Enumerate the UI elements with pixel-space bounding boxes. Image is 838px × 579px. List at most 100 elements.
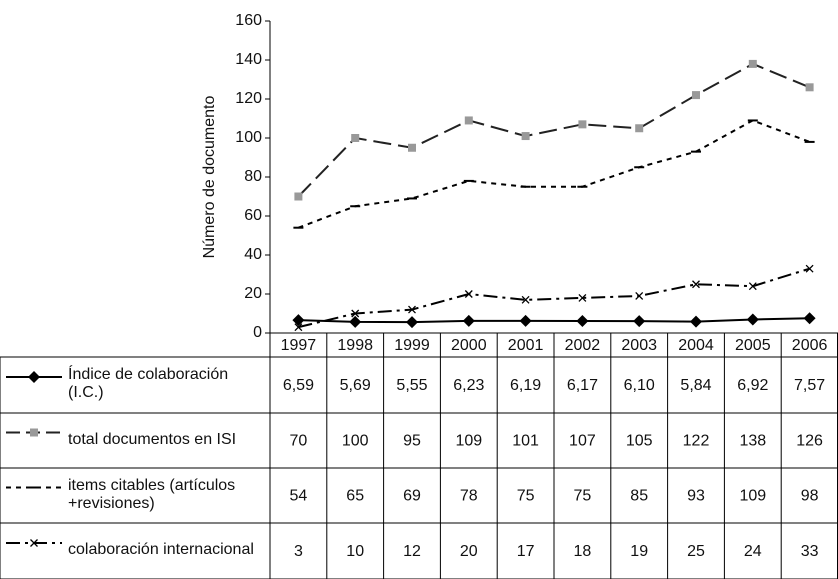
table-value: 126 [796,433,823,450]
marker [294,323,303,332]
x-tick-label: 1999 [394,337,430,354]
y-tick-label: 80 [244,168,262,185]
series-line [298,317,810,324]
table-value: 101 [512,433,539,450]
table-value: 107 [569,433,596,450]
table-value: 138 [739,433,766,450]
y-tick-label: 140 [235,51,262,68]
marker [292,314,305,327]
series-line [297,62,810,198]
legend-label: total documentos en ISI [68,430,237,448]
table-value: 12 [403,543,421,560]
marker [690,315,702,328]
x-tick-label: 2002 [565,337,601,354]
table-value: 33 [801,543,819,560]
table-value: 95 [403,433,421,450]
table-value: 5,55 [396,377,427,394]
marker [464,290,473,298]
table-value: 17 [517,543,535,560]
marker [746,313,759,326]
x-tick-label: 2003 [621,337,657,354]
table-value: 18 [574,543,592,560]
x-tick-label: 2005 [735,337,771,354]
table-value: 98 [801,488,819,505]
table-value: 19 [630,543,648,560]
table-value: 25 [687,543,705,560]
x-tick-label: 2004 [678,337,714,354]
table-value: 70 [290,433,308,450]
y-tick-label: 100 [235,129,262,146]
table-value: 6,19 [510,377,541,394]
marker [803,312,816,325]
y-tick-label: 20 [244,285,262,302]
table-value: 78 [460,488,478,505]
marker [805,264,814,273]
marker [294,192,303,201]
table-value: 24 [744,543,762,560]
series-line [298,267,810,329]
table-value: 109 [739,488,766,505]
marker [351,309,360,318]
marker [692,91,700,100]
marker [578,293,587,302]
table-value: 85 [630,488,648,505]
marker [748,59,757,68]
marker [578,120,587,129]
x-tick-label: 1997 [281,337,317,354]
marker [351,134,360,142]
marker [635,124,644,133]
table-value: 54 [290,488,308,505]
table-value: 65 [346,488,364,505]
x-tick-label: 2001 [508,337,544,354]
marker [635,291,644,300]
marker [349,315,362,328]
marker [30,539,38,547]
series-line [298,119,810,229]
marker [406,316,418,329]
marker [464,116,473,125]
marker [30,428,38,437]
marker [521,132,530,141]
marker [521,295,530,304]
table-value: 75 [517,488,535,505]
table-value: 6,10 [624,377,655,394]
table-value: 122 [683,433,710,450]
table-value: 6,92 [737,377,768,394]
marker [408,305,416,314]
y-tick-label: 40 [244,246,262,263]
marker [462,314,475,327]
marker [692,280,700,289]
marker [805,83,814,92]
marker [408,143,416,152]
table-value: 105 [626,433,653,450]
table-value: 6,17 [567,377,598,394]
table-value: 93 [687,488,705,505]
table-value: 6,59 [283,377,314,394]
x-tick-label: 2006 [792,337,828,354]
table-value: 5,69 [340,377,371,394]
marker [748,282,757,291]
table-value: 100 [342,433,369,450]
table-value: 109 [455,433,482,450]
marker [519,314,532,327]
y-axis-label: Número de documento [201,96,218,259]
x-tick-label: 2000 [451,337,487,354]
legend-label: items citables (artículos +revisiones) [68,476,236,512]
y-tick-label: 60 [244,207,262,224]
marker [28,371,40,383]
legend-label: colaboración internacional [68,541,254,558]
y-tick-label: 160 [235,12,262,29]
table-value: 69 [403,488,421,505]
y-tick-label: 120 [235,90,262,107]
table-value: 7,57 [794,377,825,394]
table-value: 6,23 [453,377,484,394]
legend-label: Índice de colaboración (I.C.) [68,366,229,401]
table-value: 20 [460,543,478,560]
table-value: 3 [294,543,303,560]
table-value: 75 [574,488,592,505]
y-tick-label: 0 [253,324,262,341]
table-value: 10 [346,543,364,560]
marker [576,314,589,327]
